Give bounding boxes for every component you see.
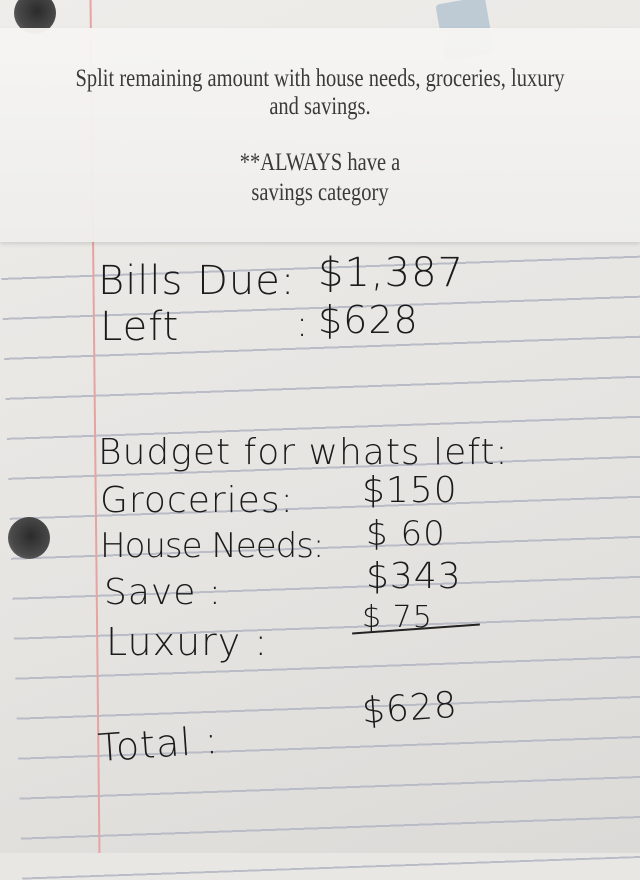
caption-note-1: **ALWAYS have a [239,149,401,176]
left-label: Left [100,304,180,350]
bills-value: $1,387 [318,250,464,296]
caption-line-1: Split remaining amount with house needs,… [75,65,565,92]
item-label-save: Save : [104,572,222,613]
caption-overlay: Split remaining amount with house needs,… [0,28,640,242]
item-value-house-needs: $ 60 [366,514,446,554]
item-label-groceries: Groceries: [100,480,294,521]
total-label: Total : [96,717,221,771]
punch-hole [8,517,50,559]
item-value-save: $343 [366,556,462,597]
item-value-groceries: $150 [362,470,458,511]
total-value: $628 [360,684,459,733]
caption-note-2: savings category [251,179,389,206]
item-label-luxury: Luxury : [106,620,269,664]
caption-line-2: and savings. [269,93,371,120]
item-label-house-needs: House Needs: [100,526,324,566]
left-separator: : [296,304,310,345]
left-value: $628 [318,298,419,342]
budget-heading: Budget for whats left: [98,432,509,473]
bills-label: Bills Due: [98,258,296,304]
